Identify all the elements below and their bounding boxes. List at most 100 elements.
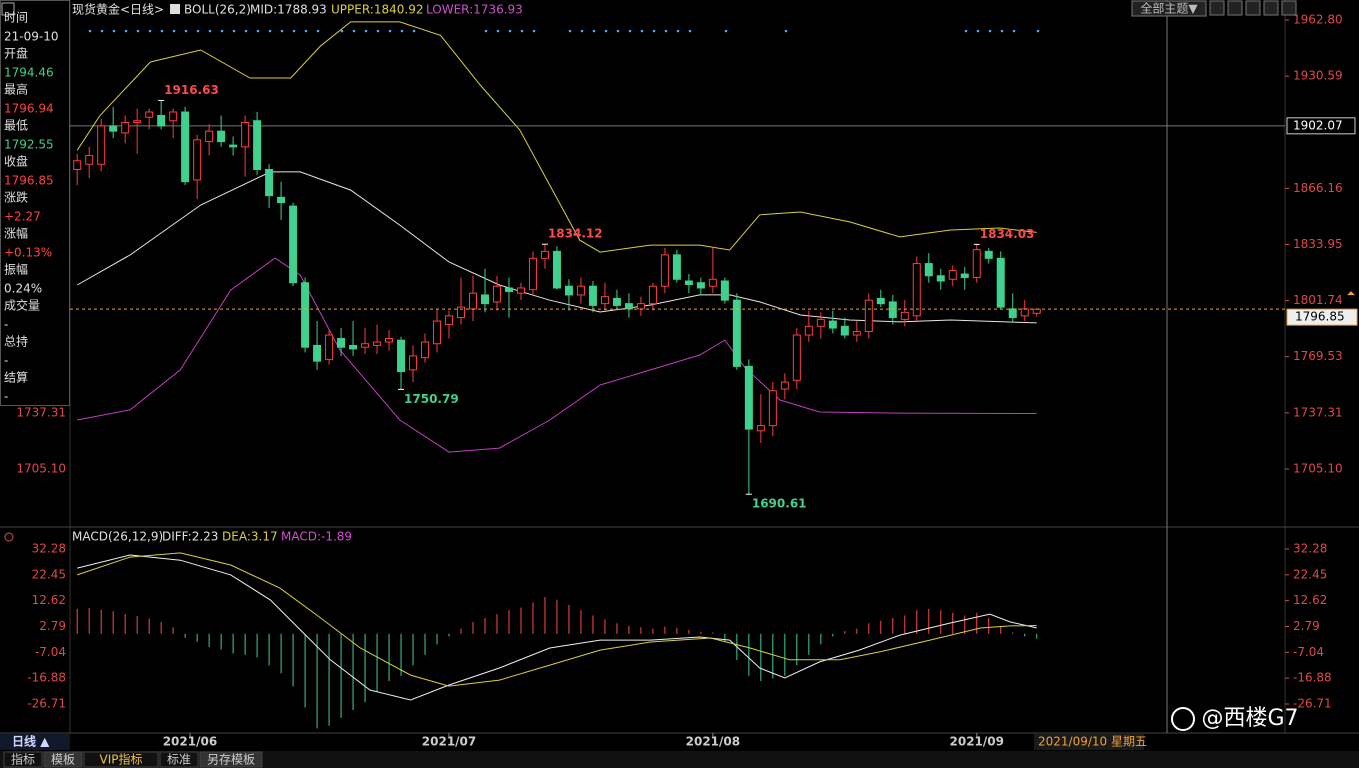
info-value: 1796.85 (4, 174, 54, 188)
crosshair-box (1286, 117, 1356, 135)
info-value: 0.24% (4, 282, 42, 296)
signal-dot (508, 29, 512, 33)
macd-diff: DIFF:2.23 (162, 530, 218, 544)
signal-dot (580, 29, 584, 33)
candle-body (696, 282, 705, 289)
indicator-line (77, 552, 1037, 687)
tool-button[interactable] (1245, 0, 1261, 16)
signal-dot (1000, 29, 1004, 33)
y-tick-label: 1737.31 (1293, 405, 1343, 419)
candle-body (672, 254, 681, 280)
menu-icon[interactable] (1, 2, 15, 16)
candle-body (708, 278, 717, 287)
y-tick-label: -26.71 (1293, 696, 1332, 710)
y-tick-label: 1930.59 (1293, 69, 1343, 83)
candle-body (109, 125, 118, 132)
candle-body (504, 287, 513, 292)
candle-body (492, 285, 501, 303)
boll-mid: MID:1788.93 (250, 3, 327, 17)
extreme-label: 1834.03 (980, 227, 1035, 241)
signal-dot (616, 29, 620, 33)
candle-body (756, 425, 765, 432)
period-box[interactable] (0, 734, 70, 750)
candle-body (445, 315, 454, 326)
signal-dot (172, 29, 176, 33)
tab-label[interactable]: 另存模板 (207, 753, 255, 767)
boll-label: BOLL(26,2) (184, 3, 251, 17)
tool-button[interactable] (1281, 0, 1297, 16)
signal-dot (484, 29, 488, 33)
x-tick-label: 2021/09 (950, 735, 1004, 749)
tool-button[interactable] (1263, 0, 1279, 16)
candle-body (684, 280, 693, 285)
candle-body (277, 196, 286, 204)
signal-dot (496, 29, 500, 33)
candle-body (205, 130, 214, 143)
candle-body (289, 205, 298, 284)
tool-button[interactable] (1227, 0, 1243, 16)
candle-body (804, 325, 813, 336)
extreme-label: 1750.79 (404, 392, 459, 406)
candle-body (73, 160, 82, 171)
candle-body (469, 292, 478, 310)
info-value: +0.13% (4, 246, 52, 260)
tab-bar (0, 751, 1359, 768)
signal-dot (676, 29, 680, 33)
candle-body (576, 285, 585, 296)
tool-button[interactable] (1209, 0, 1225, 16)
y-tick-label: 1962.80 (1293, 13, 1343, 27)
signal-dot (316, 29, 320, 33)
tab[interactable] (199, 751, 263, 768)
indicator-line (77, 554, 1037, 701)
theme-label[interactable]: 全部主题▼ (1140, 1, 1198, 16)
cursor-date: 2021/09/10 星期五 (1038, 735, 1147, 749)
candle-body (840, 325, 849, 336)
tab-label[interactable]: 指标 (11, 752, 35, 767)
info-value: 1794.46 (4, 66, 54, 80)
tab[interactable] (83, 751, 159, 768)
theme-button[interactable] (1131, 0, 1207, 17)
candle-body (241, 121, 250, 148)
signal-dot (400, 29, 404, 33)
candle-body (864, 299, 873, 333)
y-tick-label-left: 22.45 (32, 567, 66, 581)
candle-body (133, 120, 142, 123)
y-tick-label-left: -16.88 (27, 671, 66, 685)
macd-icon (4, 532, 14, 542)
info-value: - (4, 318, 8, 332)
signal-dot (352, 29, 356, 33)
signal-dot (688, 29, 692, 33)
candle-body (960, 273, 969, 279)
candle-body (85, 155, 94, 165)
info-label: 开盘 (4, 46, 28, 61)
tab[interactable] (3, 751, 43, 768)
signal-dot (160, 29, 164, 33)
period[interactable]: 日线 ▲ (12, 734, 50, 749)
candle-body (996, 257, 1005, 308)
tab-label[interactable]: 标准 (167, 753, 191, 767)
signal-dot (628, 29, 632, 33)
extreme-label: 1690.61 (752, 497, 807, 511)
tab-label[interactable]: 模板 (51, 753, 75, 767)
signal-dot (976, 29, 980, 33)
info-label: 成交量 (4, 298, 40, 313)
candle-body (457, 306, 466, 319)
signal-dot (364, 29, 368, 33)
signal-dot (268, 29, 272, 33)
candle-body (540, 250, 549, 259)
signal-dot (208, 29, 212, 33)
tab[interactable] (43, 751, 83, 768)
tab[interactable] (159, 751, 199, 768)
candle-body (265, 169, 274, 197)
tab-label[interactable]: VIP指标 (100, 752, 143, 767)
signal-dot (88, 29, 92, 33)
info-label: 总持 (4, 334, 28, 349)
candle-body (433, 320, 442, 345)
date-box (1034, 734, 1144, 750)
y-tick-label: -7.04 (1293, 645, 1324, 659)
candle-body (349, 344, 358, 350)
info-label: 时间 (4, 11, 28, 25)
